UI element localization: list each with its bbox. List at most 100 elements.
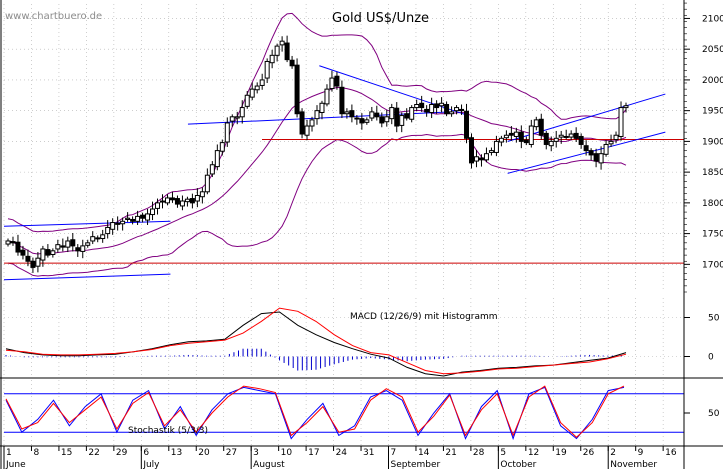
x-tick-label: 1 — [6, 448, 12, 458]
candle-down — [169, 197, 175, 201]
candle-up — [553, 137, 559, 142]
candle-up — [145, 213, 151, 221]
candle-up — [483, 153, 489, 161]
candle-up — [214, 150, 220, 168]
price-panel: 2100 2050 2000 1950 1900 1850 1800 1750 1700 — [3, 2, 723, 293]
candle-up — [449, 111, 455, 115]
candle-up — [533, 119, 539, 128]
bollinger-middle-band — [7, 86, 627, 255]
candle-up — [548, 140, 554, 147]
y-tick-label: 1850 — [702, 168, 723, 178]
candle-down — [578, 135, 584, 145]
candle-down — [464, 110, 470, 139]
stoch-tick-label: 50 — [708, 409, 720, 419]
candle-up — [473, 156, 479, 162]
chart-title: Gold US$/Unze — [332, 11, 429, 26]
macd-signal-line — [5, 307, 627, 375]
candle-up — [623, 105, 629, 109]
candle-down — [404, 113, 410, 119]
candle-down — [334, 75, 340, 87]
x-tick-label: 16 — [665, 448, 677, 458]
candle-up — [568, 133, 574, 138]
candle-down — [299, 111, 305, 135]
candle-down — [359, 118, 365, 124]
stoch-d-line — [5, 385, 625, 438]
candle-down — [30, 260, 36, 268]
candle-down — [588, 150, 594, 156]
candle-down — [140, 214, 146, 219]
candle-down — [394, 107, 400, 127]
candle-up — [105, 226, 111, 235]
candle-up — [80, 245, 86, 252]
candle-up — [184, 198, 190, 203]
x-tick-label: 7 — [391, 448, 397, 458]
candle-up — [364, 119, 370, 123]
y-tick-label: 1800 — [702, 199, 723, 209]
candle-up — [274, 45, 280, 56]
month-label: November — [610, 460, 657, 469]
candle-up — [513, 131, 519, 137]
candle-down — [573, 132, 579, 139]
candle-down — [25, 255, 31, 262]
x-tick-label: 27 — [226, 448, 237, 458]
candle-up — [399, 115, 405, 126]
candle-up — [269, 54, 275, 64]
candle-down — [593, 153, 599, 162]
x-tick-label: 24 — [336, 448, 348, 458]
candle-up — [179, 200, 185, 207]
candle-up — [389, 107, 395, 120]
candle-down — [459, 108, 465, 112]
candle-up — [110, 222, 116, 230]
candle-down — [508, 132, 514, 136]
candle-up — [598, 153, 604, 164]
candle-up — [503, 134, 509, 139]
candle-up — [354, 117, 360, 120]
candle-up — [204, 174, 210, 193]
candle-up — [219, 142, 225, 152]
candle-up — [324, 88, 330, 105]
x-tick-label: 28 — [473, 448, 485, 458]
candle-down — [60, 245, 66, 248]
y-tick-label: 1950 — [702, 107, 723, 117]
candle-up — [528, 125, 534, 145]
candle-up — [50, 250, 56, 256]
candle-up — [5, 240, 11, 245]
bollinger-lower-band — [7, 133, 627, 277]
date-axis: 1 8 15 22 29 6 13 20 27 3 10 17 24 31 7 14 21 28 5 12 19 26 2 9… — [3, 446, 677, 469]
x-tick-label: 12 — [528, 448, 539, 458]
x-tick-label: 29 — [116, 448, 128, 458]
candle-up — [229, 116, 235, 122]
candle-down — [45, 249, 51, 256]
candle-up — [603, 143, 609, 155]
candle-up — [135, 215, 141, 222]
month-label: August — [253, 460, 285, 469]
macd-line — [5, 311, 627, 377]
month-label: July — [142, 460, 160, 469]
candle-down — [10, 241, 16, 244]
candle-up — [55, 244, 61, 250]
macd-panel: 50 0 — [3, 298, 720, 377]
stochastic-panel: 50 — [3, 380, 720, 446]
candle-down — [15, 241, 21, 253]
candle-down — [160, 200, 165, 203]
candle-down — [294, 64, 300, 115]
x-tick-label: 5 — [500, 448, 506, 458]
x-tick-label: 6 — [143, 448, 149, 458]
candle-up — [439, 102, 445, 107]
month-label: October — [500, 460, 536, 469]
x-tick-label: 31 — [363, 448, 374, 458]
candle-up — [244, 94, 250, 107]
candle-up — [234, 116, 240, 119]
candle-down — [374, 112, 380, 118]
candle-down — [349, 110, 355, 118]
candle-up — [264, 60, 270, 79]
macd-tick-label: 50 — [708, 314, 720, 324]
candle-up — [254, 85, 260, 91]
candle-down — [115, 222, 121, 225]
candle-up — [409, 107, 415, 120]
candle-up — [125, 217, 131, 220]
trendline — [507, 93, 666, 142]
y-tick-label: 1900 — [702, 137, 723, 147]
candle-down — [543, 132, 549, 145]
month-label: June — [5, 460, 26, 469]
